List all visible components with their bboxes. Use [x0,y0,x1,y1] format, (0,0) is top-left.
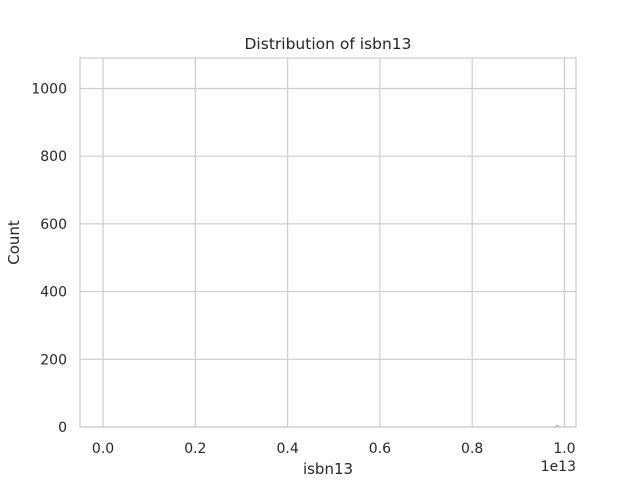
y-tick-label: 200 [40,352,67,368]
y-tick-label: 800 [40,149,67,165]
x-tick-label: 0.2 [184,441,206,457]
x-tick-label: 1.0 [553,441,575,457]
tick-labels: 0.0 0.2 0.4 0.6 0.8 1.0 0 200 400 600 800 1000 [31,81,575,457]
y-tick-label: 0 [58,420,67,436]
chart-title: Distribution of isbn13 [245,35,412,53]
y-axis-label: Count [5,220,23,265]
x-axis-offset-label: 1e13 [541,459,576,475]
y-tick-label: 400 [40,285,67,301]
x-tick-label: 0.0 [92,441,114,457]
y-tick-label: 1000 [31,81,67,97]
plot-frame [79,57,577,428]
x-tick-label: 0.4 [276,441,298,457]
x-tick-label: 0.6 [369,441,391,457]
x-tick-label: 0.8 [461,441,483,457]
x-axis-label: isbn13 [303,460,353,478]
y-tick-label: 600 [40,217,67,233]
plot-area [80,58,576,427]
